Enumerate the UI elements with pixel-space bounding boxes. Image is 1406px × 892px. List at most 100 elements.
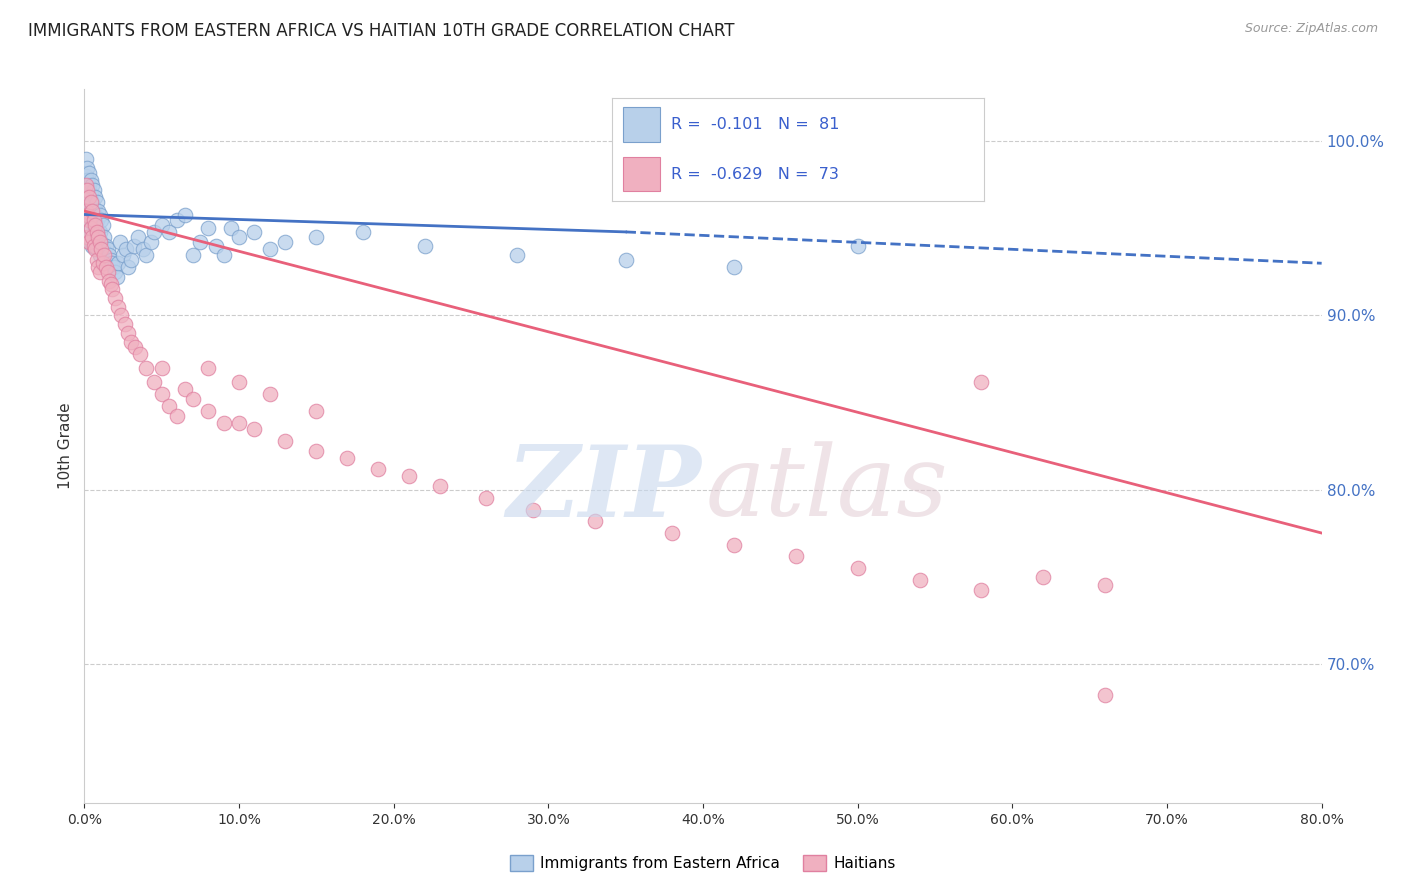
- Point: [105, 270, 128, 285]
- Point: [83, 239, 105, 253]
- Point: [107, 300, 129, 314]
- Point: [205, 239, 228, 253]
- Point: [181, 247, 204, 261]
- Point: [84, 243, 107, 257]
- Point: [143, 225, 166, 239]
- Point: [117, 260, 139, 274]
- Point: [110, 309, 132, 323]
- Point: [77, 212, 100, 227]
- Point: [98, 274, 121, 288]
- Point: [150, 218, 173, 232]
- Point: [86, 243, 108, 257]
- Point: [76, 207, 98, 221]
- Point: [128, 230, 150, 244]
- Point: [159, 225, 181, 239]
- Text: R =  -0.101   N =  81: R = -0.101 N = 81: [671, 117, 839, 132]
- Text: atlas: atlas: [706, 442, 948, 536]
- Point: [112, 247, 135, 261]
- Point: [114, 317, 136, 331]
- Point: [90, 212, 112, 227]
- Point: [150, 360, 173, 375]
- Text: Source: ZipAtlas.com: Source: ZipAtlas.com: [1244, 22, 1378, 36]
- Y-axis label: 10th Grade: 10th Grade: [58, 402, 73, 490]
- Point: [846, 239, 869, 253]
- Point: [82, 212, 104, 227]
- Point: [77, 190, 100, 204]
- Point: [83, 239, 105, 253]
- Point: [90, 235, 112, 250]
- Point: [1094, 578, 1116, 592]
- Point: [91, 256, 114, 270]
- Point: [120, 252, 142, 267]
- Point: [75, 152, 97, 166]
- Point: [82, 239, 104, 253]
- Point: [174, 382, 197, 396]
- Point: [970, 375, 993, 389]
- Point: [522, 503, 544, 517]
- Point: [723, 538, 745, 552]
- Point: [367, 461, 389, 475]
- Point: [181, 392, 204, 406]
- Point: [124, 340, 146, 354]
- Point: [108, 235, 131, 250]
- Point: [475, 491, 498, 506]
- Point: [174, 207, 197, 221]
- Point: [506, 247, 529, 261]
- Point: [104, 265, 127, 279]
- Point: [76, 161, 98, 175]
- Point: [82, 204, 104, 219]
- Point: [79, 172, 101, 186]
- Point: [212, 247, 235, 261]
- Point: [84, 235, 107, 250]
- Point: [243, 225, 266, 239]
- Point: [135, 360, 157, 375]
- Point: [76, 204, 98, 219]
- Point: [76, 172, 98, 186]
- Point: [101, 282, 124, 296]
- Point: [159, 399, 181, 413]
- Point: [1032, 569, 1054, 583]
- Point: [228, 230, 250, 244]
- Point: [150, 386, 173, 401]
- Point: [94, 239, 117, 253]
- Point: [98, 247, 121, 261]
- Point: [259, 243, 281, 257]
- Point: [143, 375, 166, 389]
- Point: [243, 421, 266, 435]
- Point: [75, 178, 97, 192]
- Point: [90, 243, 112, 257]
- Point: [79, 221, 101, 235]
- Point: [76, 230, 98, 244]
- Text: R =  -0.629   N =  73: R = -0.629 N = 73: [671, 167, 839, 182]
- Point: [122, 239, 145, 253]
- Point: [97, 265, 120, 279]
- Point: [91, 243, 114, 257]
- Point: [614, 252, 637, 267]
- Point: [785, 549, 807, 563]
- Point: [908, 573, 931, 587]
- Point: [75, 204, 97, 219]
- Point: [82, 195, 104, 210]
- Point: [93, 247, 115, 261]
- Point: [83, 201, 105, 215]
- Point: [197, 360, 219, 375]
- Point: [86, 195, 108, 210]
- Point: [583, 514, 606, 528]
- Point: [305, 404, 328, 418]
- Point: [107, 256, 129, 270]
- Point: [86, 212, 108, 227]
- Point: [352, 225, 374, 239]
- Point: [166, 409, 188, 424]
- Point: [197, 404, 219, 418]
- Point: [221, 221, 243, 235]
- Point: [83, 183, 105, 197]
- Point: [117, 326, 139, 340]
- Point: [305, 230, 328, 244]
- Point: [87, 260, 110, 274]
- Point: [87, 230, 110, 244]
- Point: [846, 561, 869, 575]
- Point: [97, 243, 120, 257]
- Point: [89, 225, 111, 239]
- Point: [79, 204, 101, 219]
- Point: [87, 204, 110, 219]
